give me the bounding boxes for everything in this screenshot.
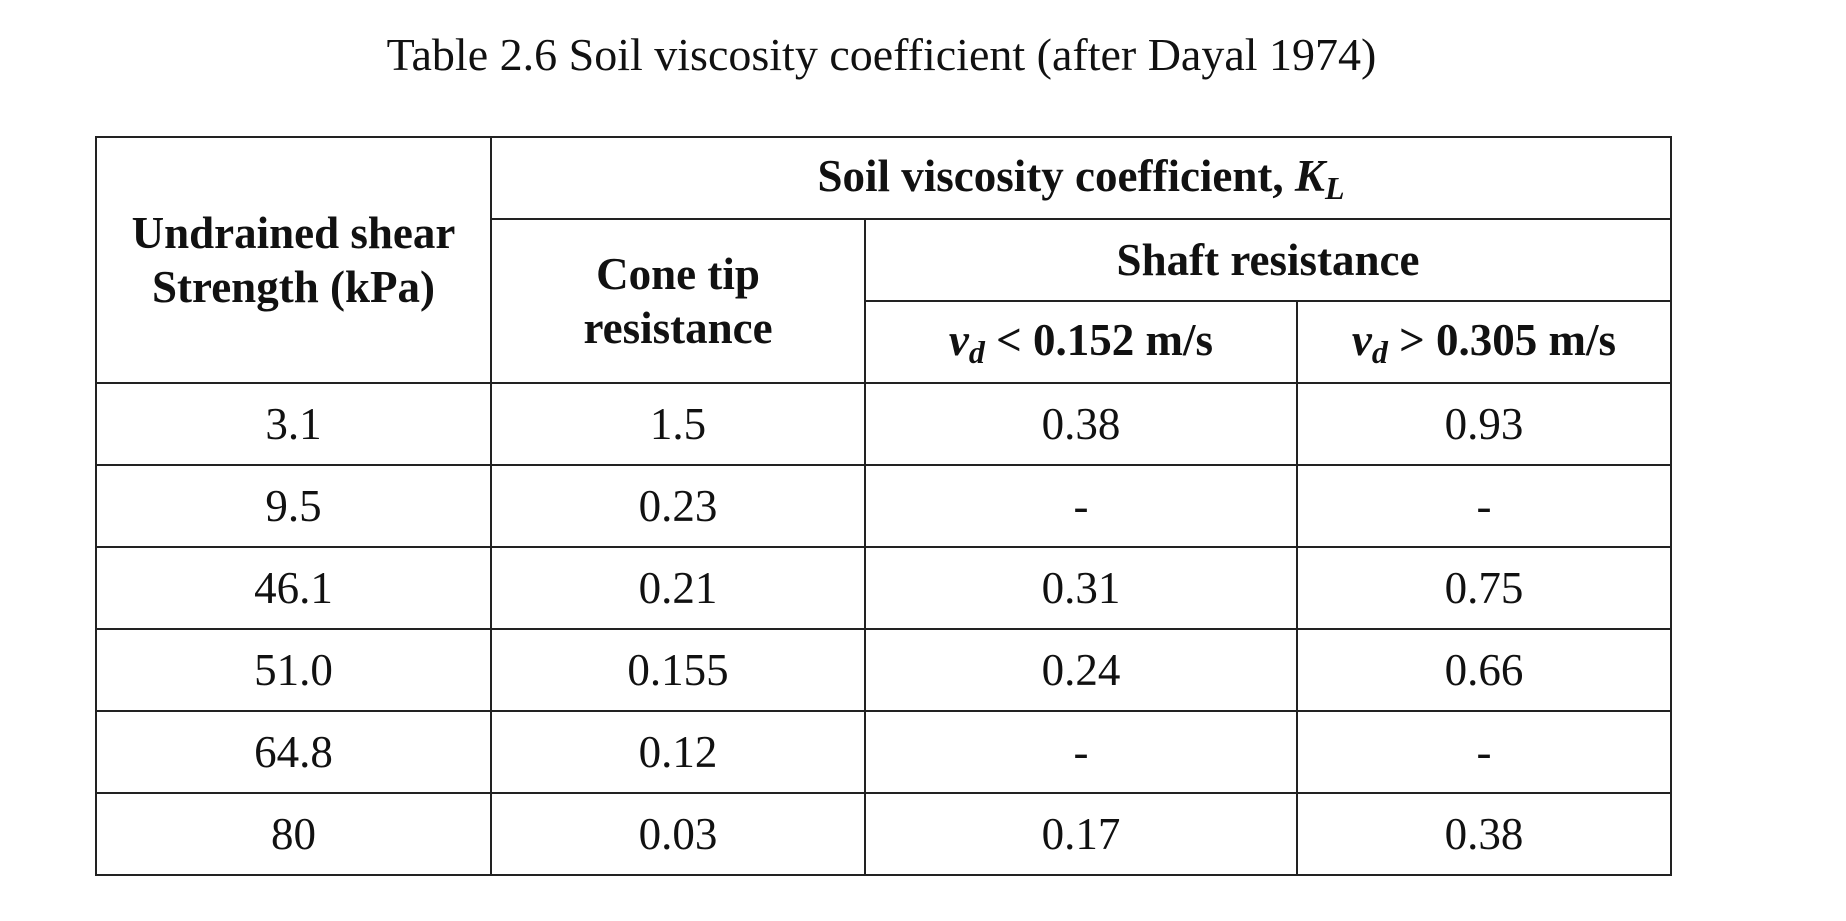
table-row: 64.8 0.12 - - — [95, 710, 1672, 794]
cell-shaft-low: 0.38 — [864, 382, 1298, 466]
table-row: 46.1 0.21 0.31 0.75 — [95, 546, 1672, 630]
table-row: 3.1 1.5 0.38 0.93 — [95, 382, 1672, 466]
cell-cone: 0.21 — [490, 546, 866, 630]
cell-shaft-low: 0.31 — [864, 546, 1298, 630]
cell-strength: 46.1 — [95, 546, 492, 630]
cell-shaft-low: - — [864, 710, 1298, 794]
cell-shaft-high: - — [1296, 710, 1672, 794]
header-row-2: Cone tip resistance Shaft resistance — [96, 218, 1672, 384]
cell-shaft-low: - — [864, 464, 1298, 548]
header-shaft-low-velocity: vd < 0.152 m/s — [864, 300, 1298, 384]
cell-cone: 0.12 — [490, 710, 866, 794]
cell-cone: 0.155 — [490, 628, 866, 712]
soil-viscosity-table: Undrained shear Strength (kPa) Soil visc… — [95, 136, 1672, 876]
shaft-high-subscript: d — [1371, 334, 1388, 370]
header-soil-viscosity-coefficient: Soil viscosity coefficient, KL — [490, 136, 1672, 220]
shaft-high-rest: > 0.305 m/s — [1387, 315, 1617, 365]
table-caption: Table 2.6 Soil viscosity coefficient (af… — [386, 29, 1377, 80]
table-row: 9.5 0.23 - - — [95, 464, 1672, 548]
header-group-title-subscript: L — [1324, 170, 1345, 206]
cell-cone: 0.03 — [490, 792, 866, 876]
cell-strength: 51.0 — [95, 628, 492, 712]
cell-strength: 9.5 — [95, 464, 492, 548]
shaft-low-symbol: v — [948, 315, 969, 365]
header-cone-line1: Cone tip — [596, 249, 760, 299]
header-group-title-text: Soil viscosity coefficient, — [817, 151, 1295, 201]
cell-shaft-high: 0.93 — [1296, 382, 1672, 466]
cell-shaft-high: 0.75 — [1296, 546, 1672, 630]
header-shaft-resistance: Shaft resistance — [864, 218, 1672, 302]
cell-shaft-low: 0.17 — [864, 792, 1298, 876]
shaft-high-symbol: v — [1351, 315, 1372, 365]
cell-cone: 0.23 — [490, 464, 866, 548]
cell-strength: 64.8 — [95, 710, 492, 794]
shaft-low-rest: < 0.152 m/s — [984, 315, 1214, 365]
cell-strength: 80 — [95, 792, 492, 876]
cell-strength: 3.1 — [95, 382, 492, 466]
header-cone-tip-resistance: Cone tip resistance — [490, 218, 866, 384]
header-group-title-symbol: K — [1294, 151, 1325, 201]
cell-cone: 1.5 — [490, 382, 866, 466]
cell-shaft-high: - — [1296, 464, 1672, 548]
header-shaft-high-velocity: vd > 0.305 m/s — [1296, 300, 1672, 384]
cell-shaft-high: 0.38 — [1296, 792, 1672, 876]
header-row-1: Undrained shear Strength (kPa) Soil visc… — [95, 136, 1672, 384]
header-cone-line2: resistance — [583, 303, 773, 353]
table-row: 51.0 0.155 0.24 0.66 — [95, 628, 1672, 712]
header-col1-line1: Undrained shear — [131, 208, 456, 258]
table-row: 80 0.03 0.17 0.38 — [95, 792, 1672, 876]
cell-shaft-low: 0.24 — [864, 628, 1298, 712]
header-row-3: vd < 0.152 m/s vd > 0.305 m/s — [96, 300, 1672, 384]
header-col1-line2: Strength (kPa) — [152, 262, 435, 312]
header-undrained-shear-strength: Undrained shear Strength (kPa) — [95, 136, 492, 384]
cell-shaft-high: 0.66 — [1296, 628, 1672, 712]
shaft-low-subscript: d — [968, 334, 985, 370]
